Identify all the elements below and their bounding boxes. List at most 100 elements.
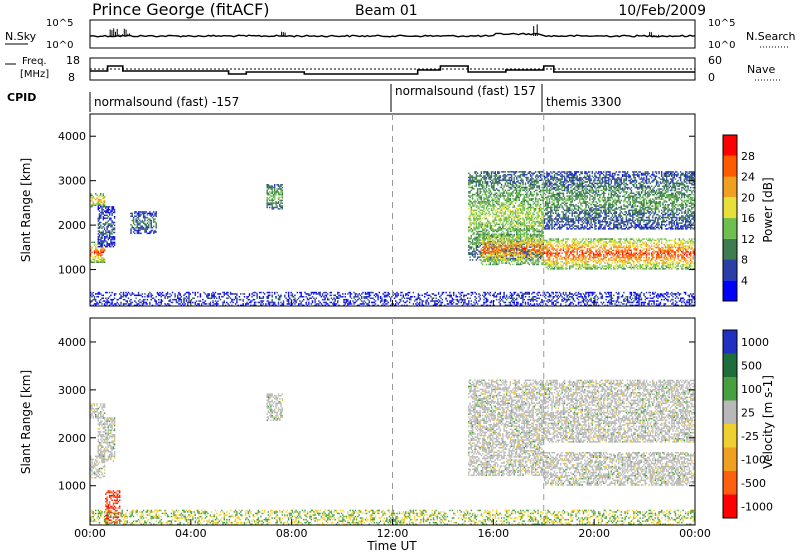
range-gate-cell — [105, 210, 107, 212]
range-gate-cell — [668, 265, 670, 267]
range-gate-cell — [592, 255, 595, 257]
range-gate-cell — [267, 185, 270, 187]
range-gate-cell — [556, 268, 558, 270]
range-gate-cell — [639, 249, 641, 252]
range-gate-cell — [503, 208, 505, 210]
range-gate-cell — [144, 224, 146, 226]
range-gate-cell — [513, 243, 515, 246]
range-gate-cell — [508, 206, 510, 209]
range-gate-cell — [566, 253, 568, 256]
range-gate-cell — [469, 178, 471, 180]
range-gate-cell — [528, 183, 530, 186]
range-gate-cell — [136, 212, 138, 215]
range-gate-cell — [536, 240, 538, 243]
range-gate-cell — [635, 256, 638, 259]
range-gate-cell — [509, 228, 512, 230]
range-gate-cell — [677, 256, 679, 259]
range-gate-cell — [469, 219, 471, 221]
range-gate-cell — [97, 238, 99, 241]
range-gate-cell — [686, 263, 688, 266]
range-gate-cell — [108, 224, 111, 227]
range-gate-cell — [502, 175, 504, 177]
range-gate-cell — [518, 245, 520, 247]
range-gate-cell — [101, 234, 103, 236]
range-gate-cell — [280, 202, 282, 204]
range-gate-cell — [529, 206, 532, 209]
range-gate-cell — [495, 199, 498, 201]
range-gate-cell — [532, 248, 534, 250]
range-gate-cell — [502, 188, 504, 190]
range-gate-cell — [518, 238, 520, 240]
range-gate-cell — [524, 173, 527, 176]
range-gate-cell — [620, 261, 622, 263]
range-gate-cell — [517, 215, 519, 217]
range-gate-cell — [474, 176, 476, 179]
range-gate-cell — [492, 210, 494, 213]
range-gate-cell — [669, 252, 672, 254]
range-gate-cell — [500, 240, 503, 243]
range-gate-cell — [647, 239, 649, 242]
range-gate-cell — [585, 251, 587, 253]
range-gate-cell — [480, 206, 483, 209]
range-gate-cell — [686, 241, 688, 243]
range-gate-cell — [485, 200, 488, 203]
range-gate-cell — [597, 244, 600, 246]
range-gate-cell — [521, 209, 523, 211]
range-gate-cell — [619, 245, 621, 247]
range-gate-cell — [106, 244, 108, 246]
range-gate-cell — [475, 200, 478, 203]
range-gate-cell — [595, 262, 597, 264]
range-gate-cell — [145, 228, 147, 230]
range-gate-cell — [97, 220, 99, 222]
range-gate-cell — [499, 240, 501, 243]
range-gate-cell — [528, 213, 530, 216]
range-gate-cell — [509, 222, 512, 224]
range-gate-cell — [275, 191, 277, 193]
range-gate-cell — [473, 216, 475, 219]
range-gate-cell — [494, 200, 496, 203]
range-gate-cell — [499, 205, 501, 207]
range-gate-cell — [108, 213, 111, 215]
range-gate-cell — [499, 246, 501, 249]
range-gate-cell — [529, 225, 532, 227]
range-gate-cell — [522, 230, 524, 233]
range-gate-cell — [616, 251, 619, 253]
range-gate-cell — [142, 214, 145, 216]
range-gate-cell — [658, 244, 660, 246]
range-gate-cell — [479, 212, 481, 214]
range-gate-cell — [277, 191, 280, 193]
range-gate-cell — [516, 200, 518, 203]
range-gate-cell — [484, 235, 486, 237]
range-gate-cell — [610, 241, 612, 243]
range-gate-cell — [139, 224, 141, 226]
range-gate-cell — [493, 225, 495, 227]
range-gate-cell — [527, 256, 529, 259]
range-gate-cell — [135, 218, 137, 220]
range-gate-cell — [482, 237, 484, 240]
range-gate-cell — [482, 176, 484, 179]
range-gate-cell — [498, 181, 500, 183]
range-gate-cell — [471, 196, 474, 199]
range-gate-cell — [136, 214, 138, 216]
range-gate-cell — [543, 209, 546, 212]
range-gate-cell — [487, 198, 489, 200]
range-gate-cell — [106, 214, 108, 217]
range-gate-cell — [673, 258, 675, 260]
range-gate-cell — [494, 260, 496, 263]
range-gate-cell — [508, 253, 510, 256]
range-gate-cell — [692, 268, 694, 270]
range-gate-cell — [543, 184, 546, 186]
range-gate-cell — [562, 244, 565, 246]
range-gate-cell — [528, 230, 530, 233]
range-gate-cell — [645, 249, 648, 252]
range-gate-cell — [280, 206, 282, 209]
range-gate-cell — [579, 246, 581, 249]
range-gate-cell — [145, 211, 147, 213]
range-gate-cell — [579, 253, 581, 256]
range-gate-cell — [600, 258, 602, 260]
range-gate-cell — [493, 236, 495, 239]
range-gate-cell — [107, 208, 109, 211]
range-gate-cell — [498, 171, 500, 173]
range-gate-cell — [619, 241, 621, 243]
range-gate-cell — [648, 253, 650, 256]
